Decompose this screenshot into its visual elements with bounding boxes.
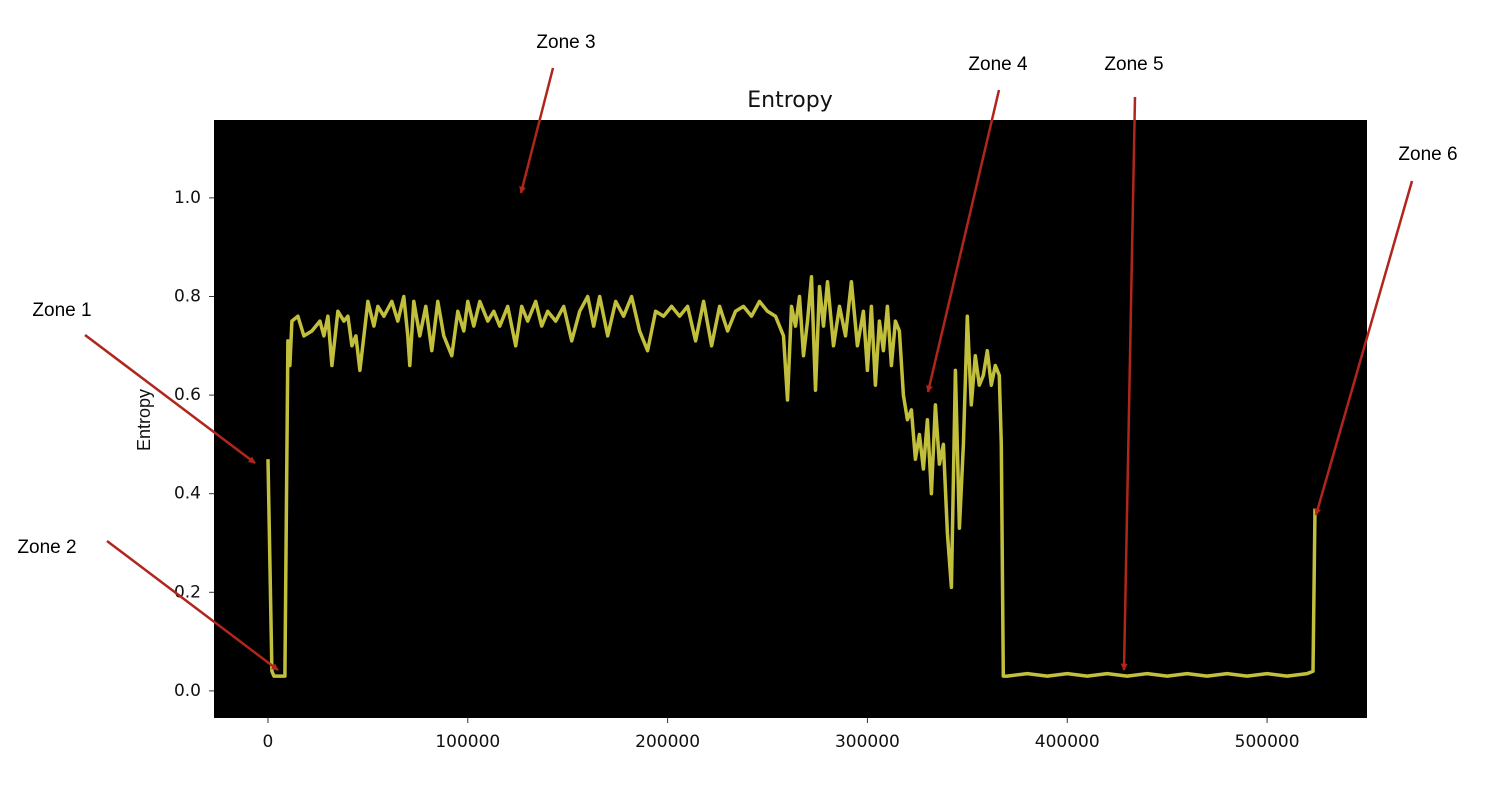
annotation: Zone 6 (1398, 144, 1457, 165)
y-tick-label: 0.0 (174, 681, 201, 701)
annotation: Zone 4 (968, 54, 1028, 75)
y-tick-label: 0.6 (174, 385, 201, 405)
annotation-arrow (84, 334, 256, 464)
plot-area (214, 120, 1367, 718)
x-tick-label: 300000 (835, 732, 900, 752)
x-tick-label: 200000 (635, 732, 700, 752)
annotation-arrow (519, 67, 555, 194)
y-tick-label: 1.0 (174, 188, 201, 208)
annotation: Zone 3 (536, 32, 595, 53)
annotation: Zone 1 (32, 300, 91, 321)
line (266, 275, 1317, 678)
annotation: Zone 5 (1104, 54, 1163, 75)
chart-title: Entropy (747, 88, 832, 113)
annotation-arrow (926, 89, 1001, 393)
x-tick-label: 0 (263, 732, 274, 752)
y-tick-label: 0.8 (174, 286, 201, 306)
annotation-arrow (1314, 180, 1414, 516)
x-tick-label: 400000 (1035, 732, 1100, 752)
y-tick-label: 0.2 (174, 582, 201, 602)
y-tick-label: 0.4 (174, 484, 201, 504)
x-tick-label: 500000 (1235, 732, 1300, 752)
annotation-arrow (1120, 96, 1137, 671)
x-tick-label: 100000 (435, 732, 500, 752)
annotation-arrow (106, 540, 279, 671)
annotation: Zone 2 (17, 537, 76, 558)
y-axis-label: Entropy (134, 389, 154, 451)
